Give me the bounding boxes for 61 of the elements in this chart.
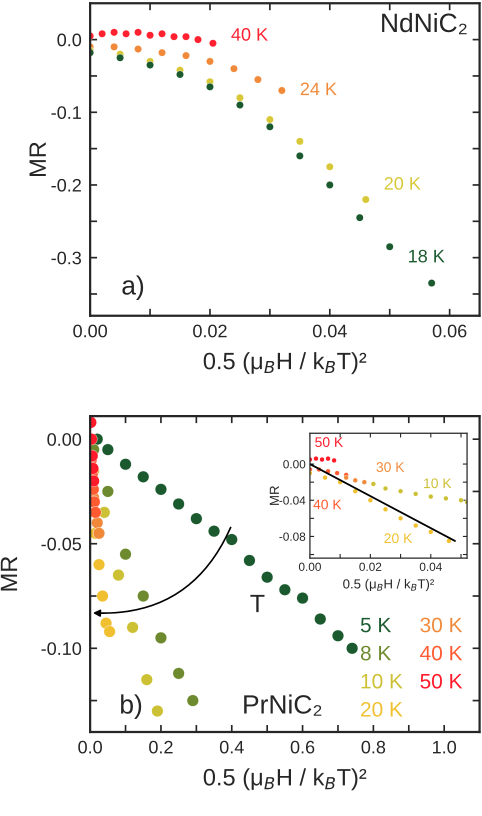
x-axis-title: 0.5 (μ$_{B}$H / k$_{B}$T)² <box>343 578 434 592</box>
y-tick-label: -0.3 <box>51 252 82 264</box>
series-label: 18 K <box>409 250 445 262</box>
text: 10 K <box>362 674 403 689</box>
series-label: 40 K <box>313 500 342 510</box>
text: 30 K <box>420 618 462 632</box>
text: 50 K <box>420 674 462 689</box>
y-axis-title: MR <box>270 486 279 505</box>
series-label: 40 K <box>231 28 268 41</box>
y-tick-label: -0.08 <box>279 532 306 541</box>
point <box>190 512 202 525</box>
x-tick-label: 0.00 <box>73 324 107 338</box>
point <box>154 483 167 496</box>
x-tick-label: 0.6 <box>290 740 314 754</box>
x-tick-label: 0.04 <box>312 324 347 338</box>
y-axis-title: MR <box>30 142 46 176</box>
point <box>137 590 150 602</box>
text: 8 K <box>360 646 392 660</box>
x-axis-title: 0.5 (μ$_{B}$H / k$_{B}$T)² <box>204 768 366 790</box>
y-tick-label: 0.00 <box>47 433 82 446</box>
y-tick-label: -0.2 <box>51 178 81 192</box>
x-tick-label: 0.00 <box>298 562 321 571</box>
x-axis-title: 0.5 (μ$_{B}$H / k$_{B}$T)² <box>204 352 366 374</box>
point <box>137 470 150 483</box>
y-axis-title: MR <box>0 556 18 590</box>
x-tick-label: 0.8 <box>362 740 386 754</box>
point <box>314 613 326 626</box>
y-tick-label: -0.04 <box>279 496 306 505</box>
annotation: NdNiC₂ <box>382 12 467 34</box>
x-tick-label: 0.4 <box>220 740 244 754</box>
point <box>186 694 199 707</box>
x-tick-label: 0.02 <box>359 562 382 571</box>
x-tick-label: 0.02 <box>193 324 227 338</box>
text: 20 K <box>361 702 403 717</box>
series-label: 20 K <box>384 177 421 190</box>
y-tick-label: -0.1 <box>51 106 81 120</box>
x-tick-label: 1.0 <box>433 740 456 754</box>
y-tick-label: -0.05 <box>41 538 82 550</box>
series-label: 20 K <box>384 533 412 544</box>
y-tick-label: -0.10 <box>41 642 82 656</box>
series-label: 24 K <box>300 82 337 96</box>
point <box>261 571 274 584</box>
series-label: 50 K <box>315 437 344 448</box>
x-tick-label: 0.04 <box>420 562 442 571</box>
x-tick-label: 0.06 <box>432 324 466 338</box>
point <box>112 569 124 582</box>
y-tick-label: 0.0 <box>57 34 82 46</box>
y-tick-label: 0.00 <box>283 460 306 468</box>
point <box>140 674 153 686</box>
x-tick-label: 0.2 <box>149 740 173 754</box>
point <box>96 590 109 602</box>
annotation: T <box>250 594 265 612</box>
point <box>346 642 358 654</box>
series-label: 10 K <box>424 478 452 488</box>
series-label: 30 K <box>376 462 404 472</box>
x-tick-label: 0.0 <box>78 740 102 754</box>
annotation: b) <box>121 694 142 719</box>
annotation: a) <box>122 275 144 300</box>
text: 40 K <box>420 646 462 660</box>
annotation: PrNiC₂ <box>244 694 322 716</box>
series-label: 5 K <box>360 618 392 632</box>
